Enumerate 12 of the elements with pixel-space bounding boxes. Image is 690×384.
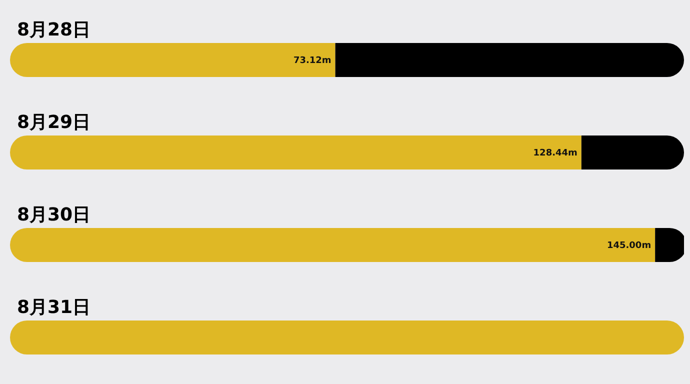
y-tick-label: 8月28日	[17, 19, 91, 40]
data-label: 73.12m	[293, 56, 332, 66]
y-tick-label: 8月31日	[17, 296, 91, 318]
bar	[335, 43, 684, 77]
bar	[10, 136, 582, 170]
data-label: 145.00m	[606, 241, 652, 251]
y-tick-label: 8月29日	[17, 112, 91, 133]
bar	[10, 320, 684, 354]
bar	[10, 43, 336, 77]
y-tick-label: 8月30日	[17, 204, 91, 226]
bar	[581, 136, 684, 170]
data-label: 128.44m	[533, 148, 578, 158]
